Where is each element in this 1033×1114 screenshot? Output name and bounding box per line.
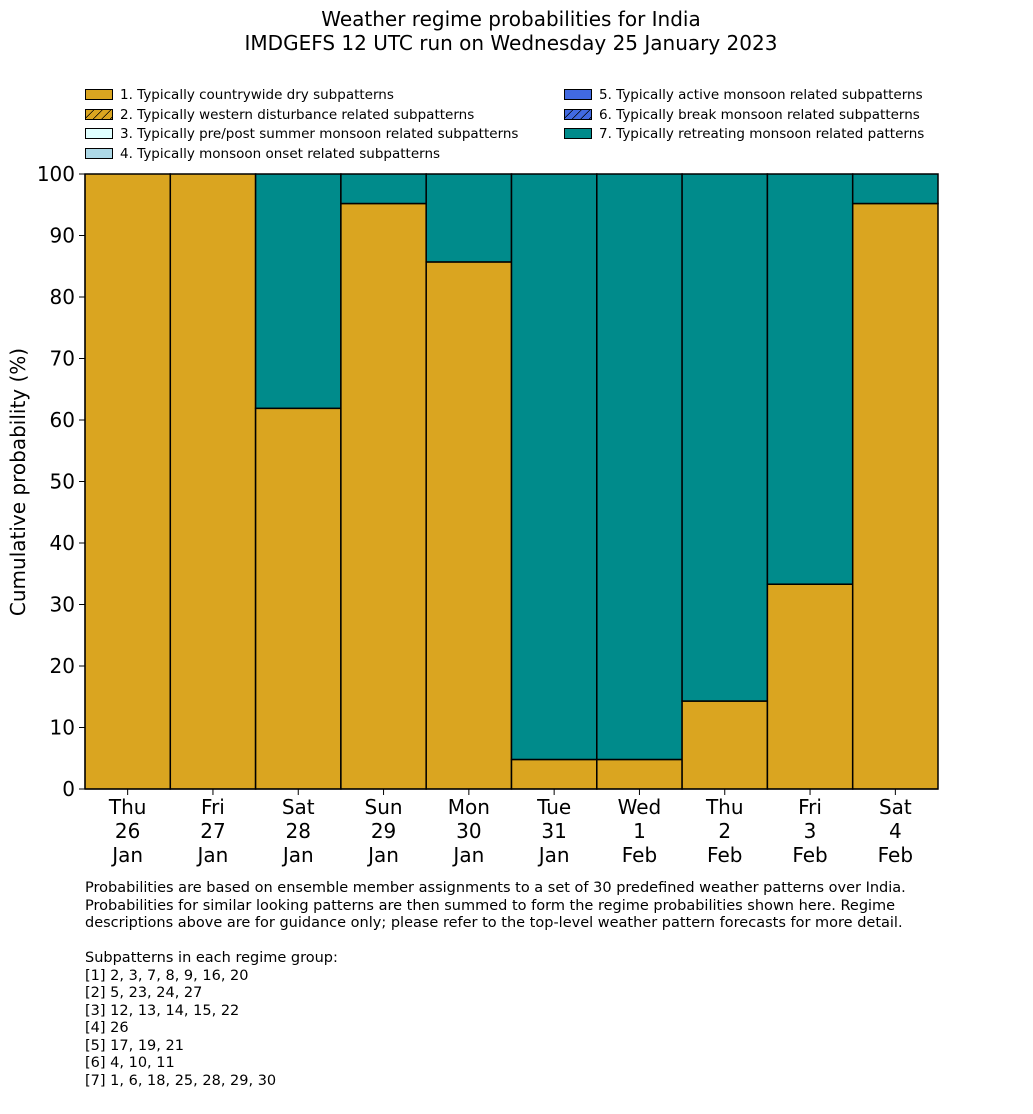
x-tick-label: Sat 28 Jan bbox=[281, 795, 315, 867]
y-tick-label: 100 bbox=[37, 162, 75, 186]
bar-segment bbox=[766, 583, 854, 790]
legend-label: 3. Typically pre/post summer monsoon rel… bbox=[120, 126, 519, 142]
footnote-line: Subpatterns in each regime group: bbox=[85, 950, 338, 966]
legend-swatch bbox=[564, 128, 592, 139]
legend-swatch bbox=[85, 147, 113, 159]
y-tick-label: 50 bbox=[50, 470, 75, 494]
legend: 1. Typically countrywide dry subpatterns… bbox=[85, 86, 965, 166]
bar-segment bbox=[851, 173, 939, 205]
x-tick-label: Tue 31 Jan bbox=[536, 795, 571, 867]
legend-swatch bbox=[564, 108, 592, 120]
y-tick-label: 0 bbox=[62, 777, 75, 801]
bar-segment bbox=[169, 173, 257, 790]
x-tick-label: Fri 3 Feb bbox=[792, 795, 827, 867]
legend-swatch bbox=[85, 128, 113, 139]
x-tick-label: Wed 1 Feb bbox=[618, 795, 662, 867]
y-tick-label: 80 bbox=[50, 285, 75, 309]
bar-segment bbox=[84, 173, 172, 790]
footnote-line: descriptions above are for guidance only… bbox=[85, 915, 903, 931]
bar-segment bbox=[596, 758, 683, 790]
legend-swatch bbox=[85, 108, 113, 120]
x-tick-label: Fri 27 Jan bbox=[196, 795, 229, 867]
y-tick-label: 20 bbox=[50, 654, 75, 678]
footnote-line: Probabilities for similar looking patter… bbox=[85, 897, 896, 914]
y-tick-label: 60 bbox=[50, 408, 75, 432]
y-tick-label: 10 bbox=[50, 716, 75, 740]
footnote-line: [4] 26 bbox=[85, 1020, 129, 1036]
bar-segment bbox=[510, 173, 598, 761]
bar-segment bbox=[340, 173, 427, 205]
bar-segment bbox=[851, 202, 939, 790]
footnote-line: Probabilities are based on ensemble memb… bbox=[85, 880, 906, 896]
legend-label: 2. Typically western disturbance related… bbox=[120, 106, 475, 123]
x-tick-label: Sun 29 Jan bbox=[365, 795, 403, 867]
legend-swatch bbox=[85, 89, 113, 100]
bar-segment bbox=[766, 173, 854, 585]
footnote-line: [2] 5, 23, 24, 27 bbox=[85, 985, 203, 1001]
bar-segment bbox=[425, 173, 513, 263]
bar-segment bbox=[254, 173, 342, 410]
chart-title-line2: IMDGEFS 12 UTC run on Wednesday 25 Janua… bbox=[244, 31, 778, 55]
x-tick-label: Sat 4 Feb bbox=[878, 795, 913, 867]
footnote-line: [1] 2, 3, 7, 8, 9, 16, 20 bbox=[85, 967, 249, 984]
legend-label: 4. Typically monsoon onset related subpa… bbox=[120, 145, 441, 162]
bar-segment bbox=[425, 261, 513, 790]
bar-segment bbox=[510, 758, 598, 790]
y-tick-label: 90 bbox=[50, 224, 75, 248]
bar-segment bbox=[254, 407, 342, 790]
y-tick-label: 30 bbox=[50, 593, 75, 617]
legend-label: 6. Typically break monsoon related subpa… bbox=[599, 106, 920, 123]
footnote-line: [5] 17, 19, 21 bbox=[85, 1037, 184, 1054]
bar-segment bbox=[596, 173, 683, 761]
footnote-line: [6] 4, 10, 11 bbox=[85, 1055, 175, 1071]
legend-swatch bbox=[564, 89, 592, 100]
x-tick-label: Mon 30 Jan bbox=[448, 795, 490, 867]
y-axis-label: Cumulative probability (%) bbox=[6, 348, 30, 616]
bar-segment bbox=[681, 700, 769, 790]
bar-segment bbox=[681, 173, 769, 702]
footnote-line: [7] 1, 6, 18, 25, 28, 29, 30 bbox=[85, 1072, 277, 1089]
y-tick-label: 70 bbox=[50, 347, 75, 371]
y-tick-label: 40 bbox=[50, 531, 75, 555]
legend-label: 1. Typically countrywide dry subpatterns bbox=[120, 87, 394, 103]
bar-segment bbox=[340, 202, 427, 790]
x-tick-label: Thu 26 Jan bbox=[108, 795, 147, 867]
footnote-line: [3] 12, 13, 14, 15, 22 bbox=[85, 1002, 240, 1019]
stacked-bar-chart: 0 10 20 30 40 50 60 70 80 90 100 Thu 26 Jan Fri 27 Jan S… bbox=[6, 162, 939, 867]
legend-label: 5. Typically active monsoon related subp… bbox=[599, 87, 923, 103]
legend-label: 7. Typically retreating monsoon related … bbox=[599, 126, 925, 142]
x-tick-label: Thu 2 Feb bbox=[705, 795, 744, 867]
chart-title-line1: Weather regime probabilities for India bbox=[321, 7, 701, 31]
